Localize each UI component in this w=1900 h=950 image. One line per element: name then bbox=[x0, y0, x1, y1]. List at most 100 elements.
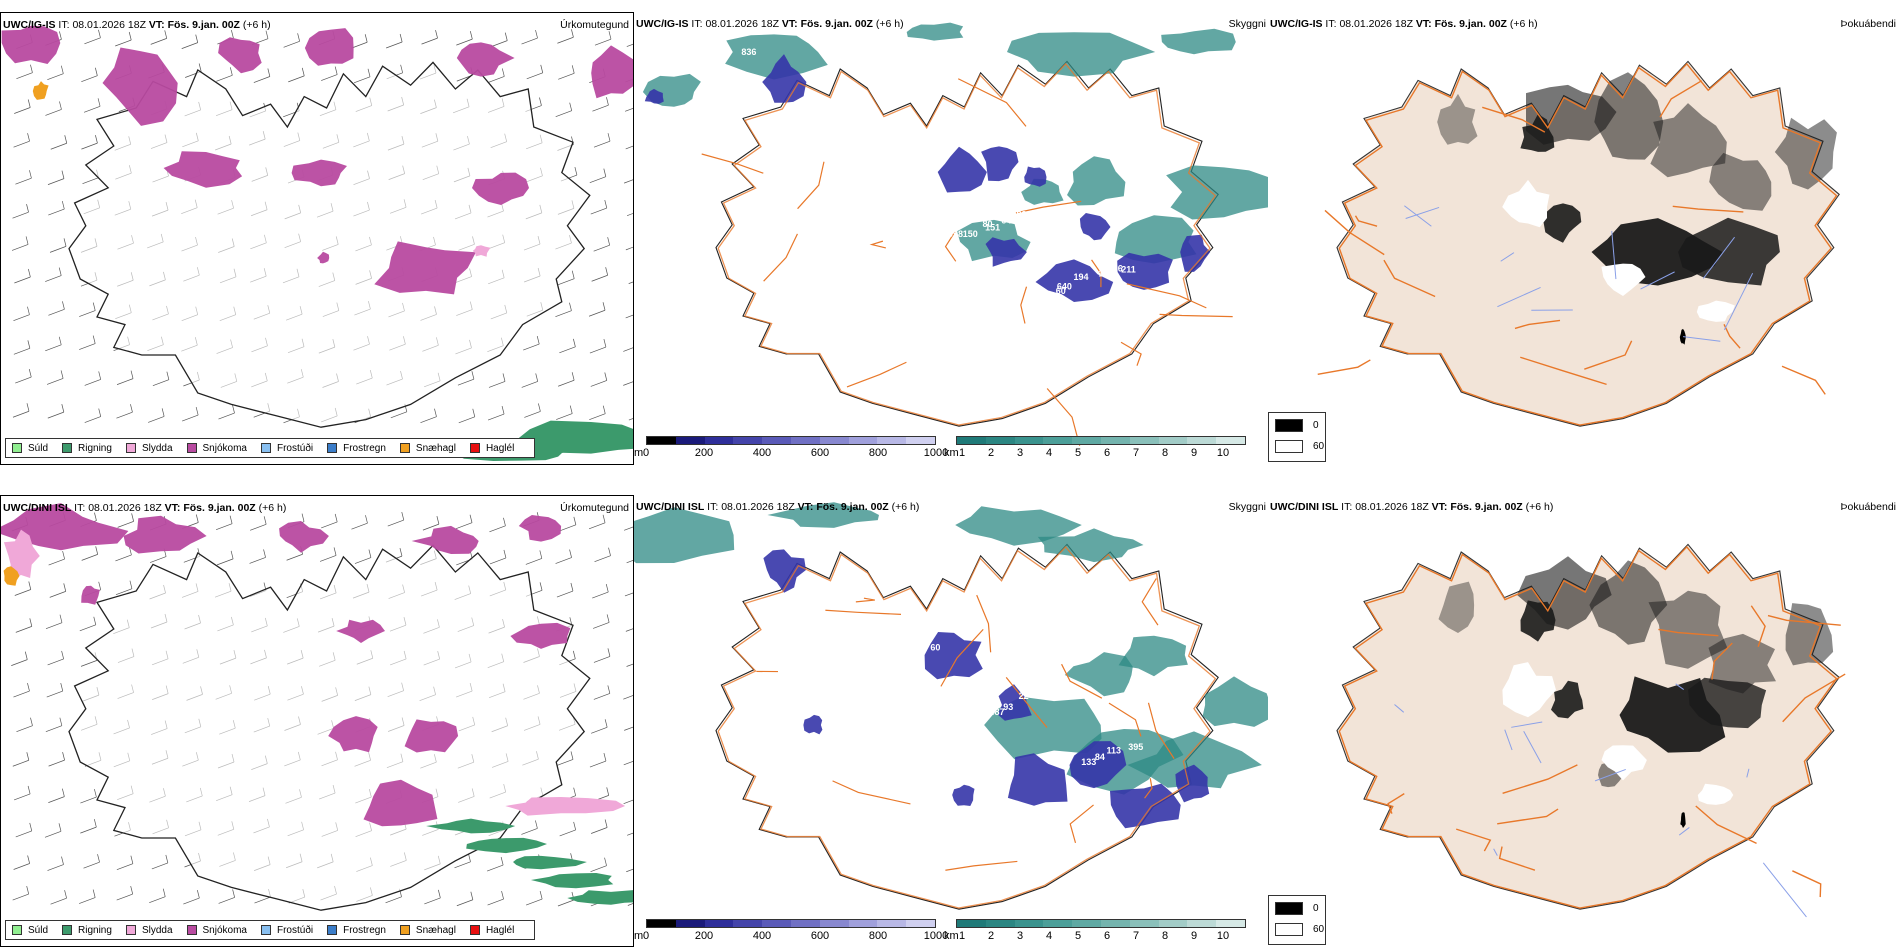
legend-label: Frostregn bbox=[343, 924, 386, 936]
wind-barb bbox=[589, 413, 606, 420]
cloud-base-label: 80 bbox=[794, 112, 804, 122]
cloud-base-label: 487 bbox=[990, 707, 1005, 717]
wind-barb bbox=[594, 555, 611, 563]
wind-barb bbox=[62, 752, 65, 761]
colorbar-cell bbox=[1043, 437, 1073, 444]
wind-barb bbox=[525, 558, 542, 565]
wind-barb bbox=[353, 76, 371, 84]
wind-barb bbox=[116, 411, 133, 419]
weather-area bbox=[466, 837, 547, 854]
road-line bbox=[1147, 702, 1175, 759]
cloud-visibility-map: 836 412 61 82 211 12 891 100 64 96 111 80 46 151 170 26… bbox=[642, 22, 1268, 446]
wind-barb bbox=[523, 343, 540, 351]
weather-area bbox=[1180, 234, 1211, 272]
weather-area bbox=[426, 818, 516, 834]
wind-barb bbox=[46, 690, 63, 698]
wind-barb bbox=[486, 864, 504, 872]
wind-barb bbox=[573, 516, 577, 525]
wind-barb bbox=[555, 310, 572, 317]
wind-barb bbox=[130, 886, 134, 895]
wind-barb bbox=[129, 580, 133, 589]
colorbar-cell bbox=[1014, 437, 1044, 444]
wind-barb bbox=[535, 373, 539, 382]
colorbar-unit: m bbox=[634, 930, 644, 942]
wind-barb bbox=[195, 34, 199, 43]
cloud-base-label: 26 bbox=[1188, 63, 1198, 73]
wind-barb bbox=[230, 550, 234, 559]
wind-barb bbox=[84, 379, 101, 386]
colorbar-tick: 4 bbox=[1045, 930, 1053, 942]
road-line bbox=[1069, 804, 1094, 844]
river-line bbox=[1404, 205, 1432, 227]
road-line bbox=[1144, 778, 1153, 799]
wind-barb bbox=[149, 556, 167, 563]
wind-barb bbox=[521, 37, 538, 45]
weather-area bbox=[3, 529, 40, 580]
wind-barb bbox=[574, 166, 578, 176]
road-line bbox=[1120, 341, 1142, 366]
wind-barb bbox=[98, 581, 102, 590]
wind-barb bbox=[606, 97, 609, 106]
wind-barb bbox=[557, 899, 575, 907]
wind-barb bbox=[13, 140, 30, 148]
weather-area bbox=[634, 507, 735, 564]
wind-barb bbox=[151, 862, 168, 870]
wind-barb bbox=[540, 64, 544, 73]
wind-barb bbox=[399, 33, 403, 43]
wind-barb bbox=[26, 885, 30, 895]
wind-barb bbox=[319, 555, 337, 562]
wind-barb bbox=[98, 29, 101, 38]
legend-item: Súld bbox=[12, 925, 48, 936]
wind-barb bbox=[502, 373, 506, 382]
legend-swatch bbox=[327, 443, 338, 453]
weather-area bbox=[513, 855, 587, 870]
river-line bbox=[1675, 683, 1684, 690]
wind-barb bbox=[183, 897, 200, 905]
wind-barb bbox=[590, 380, 607, 387]
wind-barb bbox=[571, 372, 575, 381]
wind-barb bbox=[559, 346, 576, 354]
colorbar-tick: 1000 bbox=[923, 930, 949, 942]
weather-area bbox=[1, 25, 61, 64]
cloud-base-label: 80 bbox=[810, 595, 820, 605]
wind-barb bbox=[365, 515, 368, 524]
wind-barb bbox=[623, 179, 633, 184]
wind-barb bbox=[79, 897, 96, 904]
wind-barb bbox=[604, 719, 608, 728]
wind-barb bbox=[27, 133, 30, 142]
legend-label: Snæhagl bbox=[415, 924, 456, 936]
colorbar-tick: 5 bbox=[1074, 447, 1082, 459]
wind-barb bbox=[47, 178, 65, 185]
cloud-base-label: 412 bbox=[840, 106, 855, 116]
weather-area bbox=[1118, 635, 1188, 677]
weather-area bbox=[1648, 590, 1728, 669]
wind-barb bbox=[161, 408, 165, 417]
weather-area bbox=[1064, 652, 1133, 697]
panel-product-label: Úrkomutegund bbox=[560, 502, 629, 514]
wind-barb bbox=[606, 787, 610, 796]
wind-barb bbox=[604, 819, 608, 828]
weather-area bbox=[3, 566, 20, 586]
weather-area bbox=[1007, 32, 1156, 77]
wind-barb bbox=[626, 868, 633, 873]
colorbar-tick: 0 bbox=[642, 447, 650, 459]
colorbar-cell bbox=[762, 437, 791, 444]
weather-area bbox=[1037, 528, 1144, 563]
weather-area bbox=[32, 81, 49, 100]
weather-area bbox=[1589, 560, 1668, 645]
fog-legend-label: 60 bbox=[1313, 441, 1325, 452]
colorbar-tick: 10 bbox=[1216, 447, 1230, 459]
colorbar-tick: 600 bbox=[810, 447, 830, 459]
colorbar-tick: 7 bbox=[1132, 447, 1140, 459]
wind-barb bbox=[591, 726, 608, 734]
wind-barb bbox=[30, 717, 33, 726]
wind-barb bbox=[79, 310, 96, 317]
wind-barb bbox=[603, 752, 607, 762]
road-line bbox=[1317, 359, 1371, 376]
wind-barb bbox=[45, 344, 62, 352]
wind-barb bbox=[148, 416, 165, 423]
cloud-base-label: 111 bbox=[1197, 55, 1211, 65]
wind-barb bbox=[488, 381, 506, 388]
wind-barb bbox=[12, 759, 29, 767]
weather-area bbox=[81, 585, 100, 605]
